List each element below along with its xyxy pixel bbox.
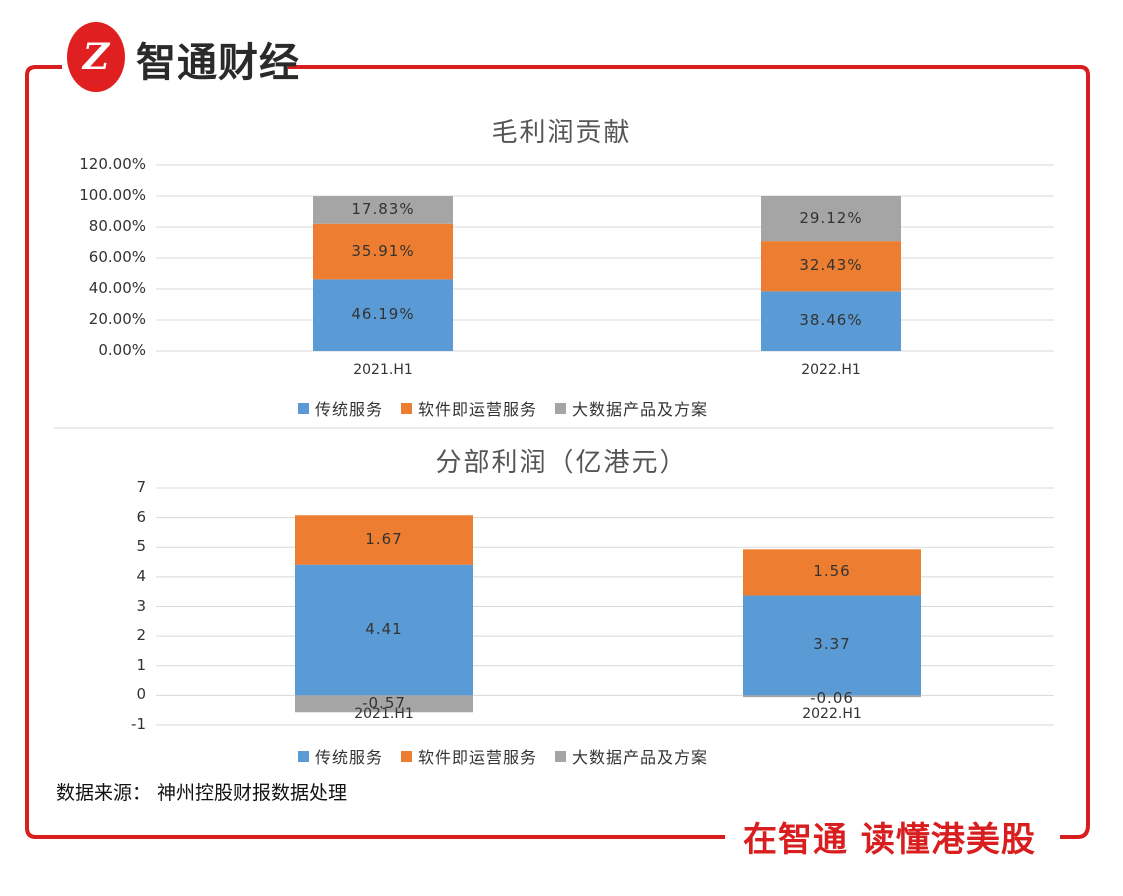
legend-label: 大数据产品及方案 [572,748,709,767]
x-tick-label: 2021.H1 [354,706,414,722]
y-tick-label: 7 [136,478,146,496]
legend-label: 软件即运营服务 [418,748,538,767]
data-label: -0.06 [810,689,854,708]
y-tick-label: 0.00% [98,341,146,359]
x-tick-label: 2021.H1 [353,362,413,378]
data-label: 1.56 [813,562,851,581]
data-label: 29.12% [799,208,863,227]
legend-label: 传统服务 [315,748,384,767]
chart1-legend: 传统服务 软件即运营服务 大数据产品及方案 [298,396,708,420]
logo-text: 智通财经 [136,40,300,86]
x-tick-label: 2022.H1 [802,706,862,722]
legend-label: 传统服务 [315,400,384,419]
legend-item: 软件即运营服务 [401,744,537,768]
data-label: 1.67 [365,529,403,548]
swatch-icon [555,402,567,414]
chart2-legend: 传统服务 软件即运营服务 大数据产品及方案 [298,744,708,768]
y-tick-label: 1 [136,655,146,674]
data-label: 38.46% [799,311,863,330]
data-label: 46.19% [351,305,415,324]
y-tick-label: 20.00% [88,310,146,328]
swatch-icon [401,402,413,414]
swatch-icon [298,402,309,414]
data-label: 32.43% [799,256,863,275]
data-label: 35.91% [351,241,415,260]
logo-icon: Z [67,22,125,92]
legend-item: 传统服务 [298,744,383,768]
swatch-icon [555,750,567,762]
y-tick-label: 5 [136,537,146,556]
legend-label: 大数据产品及方案 [572,400,709,419]
swatch-icon [401,750,413,762]
y-tick-label: 2 [136,626,146,645]
legend-item: 传统服务 [298,396,383,420]
x-tick-label: 2022.H1 [801,362,861,378]
swatch-icon [298,750,309,762]
legend-item: 大数据产品及方案 [555,744,708,768]
y-tick-label: 100.00% [79,186,146,204]
data-label: 4.41 [365,620,403,639]
y-tick-label: 60.00% [88,248,146,266]
chart1-title: 毛利润贡献 [491,118,632,148]
legend-item: 软件即运营服务 [401,396,537,420]
y-tick-label: 6 [136,507,146,526]
logo-mark: Z [82,36,110,78]
data-label: 17.83% [351,199,415,218]
y-tick-label: 80.00% [88,217,146,235]
y-tick-label: 3 [136,596,146,615]
y-tick-label: 40.00% [88,279,146,297]
slogan: 在智通 读懂港美股 [737,812,1042,861]
y-tick-label: -1 [131,715,146,733]
data-label: -0.57 [362,693,406,712]
data-source-note: 数据来源： 神州控股财报数据处理 [56,782,348,804]
y-tick-label: 4 [136,566,146,585]
legend-label: 软件即运营服务 [418,400,538,419]
y-tick-label: 120.00% [79,155,146,173]
y-tick-label: 0 [136,685,146,704]
chart2-title: 分部利润（亿港元） [435,448,688,478]
data-label: 3.37 [813,635,851,654]
legend-item: 大数据产品及方案 [555,396,708,420]
